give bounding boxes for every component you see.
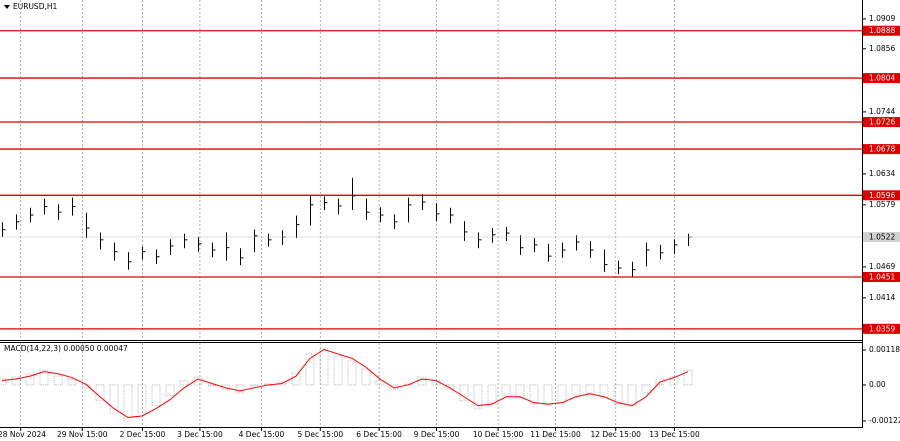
level-label: 1.0359 (869, 324, 895, 333)
macd-histogram-bar (165, 384, 175, 397)
macd-histogram-bar (11, 376, 21, 386)
macd-histogram-bar (361, 368, 371, 386)
macd-histogram-bar (53, 375, 63, 386)
chart-title: EURUSD,H1 (13, 2, 57, 11)
macd-signal-line (1, 348, 689, 418)
x-tick-label: 29 Nov 15:00 (57, 430, 108, 439)
level-label: 1.0804 (869, 74, 895, 83)
x-tick-label: 6 Dec 15:00 (356, 430, 402, 439)
level-label-box (863, 144, 900, 155)
macd-histogram-bar (235, 384, 245, 394)
level-label-box (863, 272, 900, 283)
x-tick-label: 13 Dec 15:00 (649, 430, 700, 439)
x-tick-label: 11 Dec 15:00 (530, 430, 581, 439)
macd-histogram-bar (543, 384, 553, 406)
macd-histogram-bar (571, 384, 581, 396)
macd-histogram-bar (207, 384, 217, 387)
level-label: 1.0888 (869, 26, 895, 35)
macd-histogram-bar (249, 384, 259, 387)
x-tick-label: 3 Dec 15:00 (177, 430, 223, 439)
macd-histogram-bar (459, 384, 469, 402)
macd-histogram-bar (473, 384, 483, 410)
macd-histogram-bar (179, 380, 189, 386)
macd-histogram-bar (557, 384, 567, 404)
x-tick-label: 28 Nov 2024 (0, 430, 46, 439)
x-tick-label: 12 Dec 15:00 (590, 430, 641, 439)
macd-histogram-bar (683, 369, 693, 386)
macd-histogram-bar (445, 384, 455, 390)
macd-histogram-bar (319, 348, 329, 386)
x-tick-label: 10 Dec 15:00 (473, 430, 524, 439)
y-tick-label: 1.0744 (869, 107, 895, 116)
x-tick-label: 5 Dec 15:00 (297, 430, 343, 439)
level-label: 1.0678 (869, 145, 895, 154)
y-tick-label: -0.00122 (869, 416, 900, 425)
macd-histogram-bar (193, 376, 203, 386)
macd-histogram-bar (39, 369, 49, 386)
level-label: 1.0726 (869, 118, 895, 127)
macd-histogram-bar (109, 384, 119, 414)
macd-histogram-bar (641, 384, 651, 394)
title-arrow (4, 5, 10, 9)
macd-histogram-bar (67, 378, 77, 386)
level-label-box (863, 73, 900, 84)
macd-histogram-bar (389, 384, 399, 390)
current-price-label: 1.0522 (869, 232, 895, 241)
macd-histogram-bar (375, 380, 385, 386)
x-tick-label: 9 Dec 15:00 (414, 430, 460, 439)
level-label: 1.0451 (869, 273, 895, 282)
y-tick-label: 1.0579 (869, 200, 895, 209)
macd-title: MACD(14,22,3) 0.00050 0.00047 (4, 344, 128, 353)
macd-histogram-bar (417, 376, 427, 386)
level-label-box (863, 117, 900, 128)
macd-histogram-bar (291, 372, 301, 386)
macd-histogram-bar (669, 376, 679, 386)
macd-histogram-bar (487, 384, 497, 404)
level-label-box (863, 190, 900, 201)
macd-histogram-bar (123, 384, 133, 422)
y-tick-label: 1.0469 (869, 262, 895, 271)
y-tick-label: 0.00 (869, 380, 886, 389)
y-tick-label: 1.0634 (869, 169, 895, 178)
macd-histogram-bar (0, 378, 7, 386)
macd-histogram-bar (333, 355, 343, 386)
y-tick-label: 0.00118 (869, 345, 900, 354)
level-label-box (863, 25, 900, 36)
level-label-box (863, 323, 900, 334)
x-tick-label: 2 Dec 15:00 (120, 430, 166, 439)
level-label: 1.0596 (869, 191, 895, 200)
y-tick-label: 1.0414 (869, 293, 895, 302)
macd-histogram-bar (347, 360, 357, 386)
y-tick-label: 1.0856 (869, 44, 895, 53)
macd-histogram-bar (613, 384, 623, 405)
macd-histogram-bar (25, 373, 35, 386)
macd-histogram-bar (585, 384, 595, 394)
current-price-box (863, 231, 900, 242)
macd-histogram-bar (501, 384, 511, 396)
macd-histogram-bar (151, 384, 161, 407)
x-tick-label: 4 Dec 15:00 (239, 430, 285, 439)
macd-histogram-bar (515, 384, 525, 399)
macd-histogram-bar (305, 353, 315, 386)
macd-histogram-bar (529, 384, 539, 405)
y-tick-label: 1.0909 (869, 14, 895, 23)
macd-histogram-bar (137, 384, 147, 414)
macd-histogram-bar (655, 378, 665, 386)
